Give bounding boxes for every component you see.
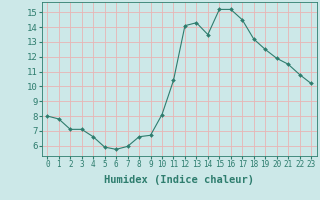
X-axis label: Humidex (Indice chaleur): Humidex (Indice chaleur) [104, 175, 254, 185]
